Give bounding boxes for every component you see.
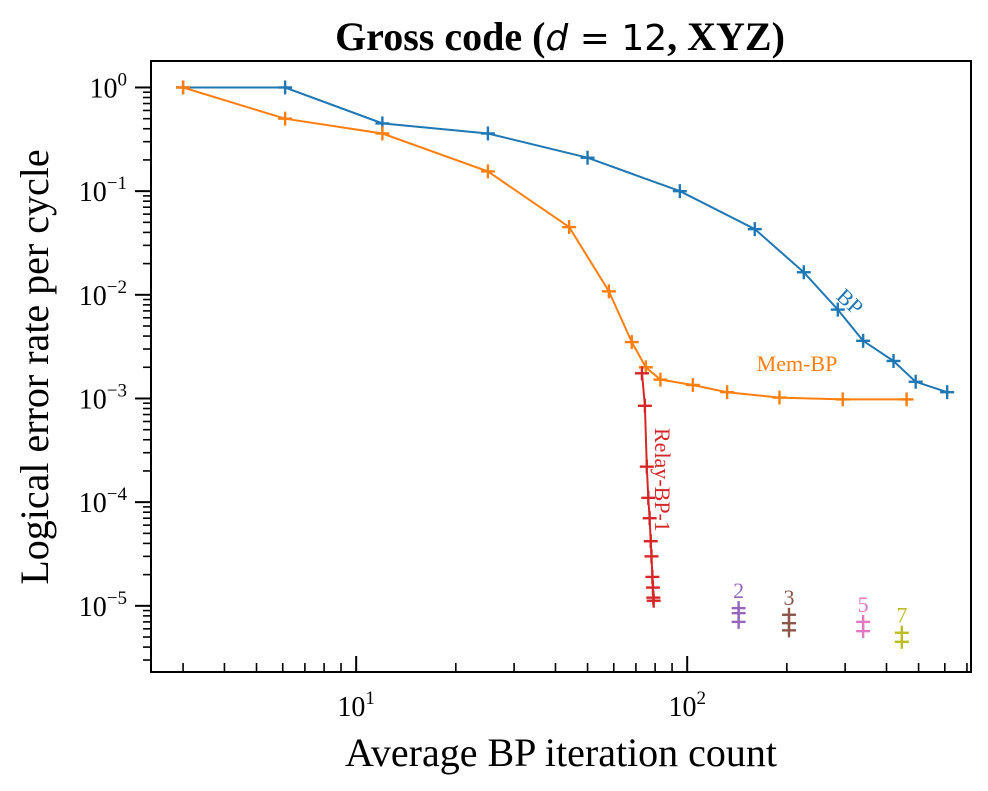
y-tick-exponent: −4 (107, 484, 128, 505)
series-line-bp (183, 86, 948, 394)
series-markers (176, 80, 955, 649)
y-tick-base: 10 (79, 177, 107, 208)
marker-bp (856, 333, 871, 348)
y-axis-label: Logical error rate per cycle (12, 149, 57, 584)
y-tick-label: 100 (90, 69, 128, 104)
marker-relay-bp-1 (642, 511, 657, 526)
y-tick-label: 10−1 (79, 173, 127, 208)
marker-relay-2 (731, 614, 746, 629)
x-tick-exponent: 1 (365, 688, 375, 709)
marker-relay-bp-1 (634, 366, 649, 381)
marker-bp (672, 184, 687, 199)
title-math-var: d (545, 18, 569, 59)
marker-relay-bp-1 (643, 534, 658, 549)
y-tick-base: 10 (79, 488, 107, 519)
title-prefix: Gross code ( (335, 14, 545, 59)
marker-relay-7 (894, 634, 909, 649)
marker-relay-bp-1 (639, 459, 654, 474)
y-tick-exponent: −1 (107, 173, 127, 194)
y-tick-label: 10−4 (79, 484, 128, 519)
x-tick-base: 10 (668, 692, 696, 723)
marker-mem-bp (685, 377, 700, 392)
marker-relay-3 (781, 623, 796, 638)
marker-bp (747, 222, 762, 237)
series-label-relay-bp-1: Relay-BP-1 (650, 428, 675, 532)
x-tick-exponent: 2 (696, 688, 706, 709)
point-label-3: 3 (783, 585, 794, 610)
title-math-rest: = 12 (568, 18, 667, 59)
marker-mem-bp (899, 392, 914, 407)
marker-relay-bp-1 (637, 398, 652, 413)
marker-bp (886, 353, 901, 368)
marker-mem-bp (720, 385, 735, 400)
x-tick-label: 101 (337, 688, 375, 723)
marker-bp (830, 302, 845, 317)
plot-area-frame (150, 60, 972, 673)
marker-bp (480, 126, 495, 141)
series-line-mem-bp (182, 86, 907, 401)
marker-relay-bp-1 (646, 593, 661, 608)
x-tick-label: 102 (668, 688, 706, 723)
title-suffix: , XYZ) (667, 14, 785, 59)
marker-mem-bp (562, 220, 577, 235)
chart-title: Gross code (d = 12, XYZ) (335, 14, 785, 59)
marker-mem-bp (278, 111, 293, 126)
marker-relay-2 (731, 601, 746, 616)
marker-bp (796, 265, 811, 280)
series-label-mem-bp: Mem-BP (757, 351, 838, 376)
y-tick-base: 10 (79, 592, 107, 623)
marker-mem-bp (835, 392, 850, 407)
marker-bp (940, 385, 955, 400)
y-tick-exponent: −5 (107, 588, 127, 609)
marker-relay-bp-1 (644, 549, 659, 564)
marker-mem-bp (480, 164, 495, 179)
marker-bp (580, 150, 595, 165)
marker-mem-bp (176, 80, 191, 95)
point-label-7: 7 (896, 603, 907, 628)
x-axis-label: Average BP iteration count (345, 730, 777, 775)
marker-relay-5 (856, 624, 871, 639)
marker-bp (278, 80, 293, 95)
y-tick-base: 10 (79, 384, 107, 415)
series-lines (182, 86, 948, 601)
marker-mem-bp (772, 390, 787, 405)
y-tick-label: 10−2 (79, 277, 127, 312)
marker-mem-bp (624, 335, 639, 350)
marker-relay-bp-1 (641, 490, 656, 505)
marker-mem-bp (653, 372, 668, 387)
y-tick-label: 10−5 (79, 588, 127, 623)
y-tick-label: 10−3 (79, 380, 127, 415)
y-tick-base: 10 (90, 73, 118, 104)
point-label-2: 2 (733, 578, 744, 603)
marker-mem-bp (375, 126, 390, 141)
y-tick-base: 10 (79, 281, 107, 312)
y-tick-exponent: 0 (118, 69, 128, 90)
marker-bp (908, 374, 923, 389)
y-tick-exponent: −3 (107, 380, 127, 401)
point-label-5: 5 (858, 592, 869, 617)
marker-mem-bp (601, 284, 616, 299)
x-tick-base: 10 (337, 692, 365, 723)
y-tick-exponent: −2 (107, 277, 127, 298)
